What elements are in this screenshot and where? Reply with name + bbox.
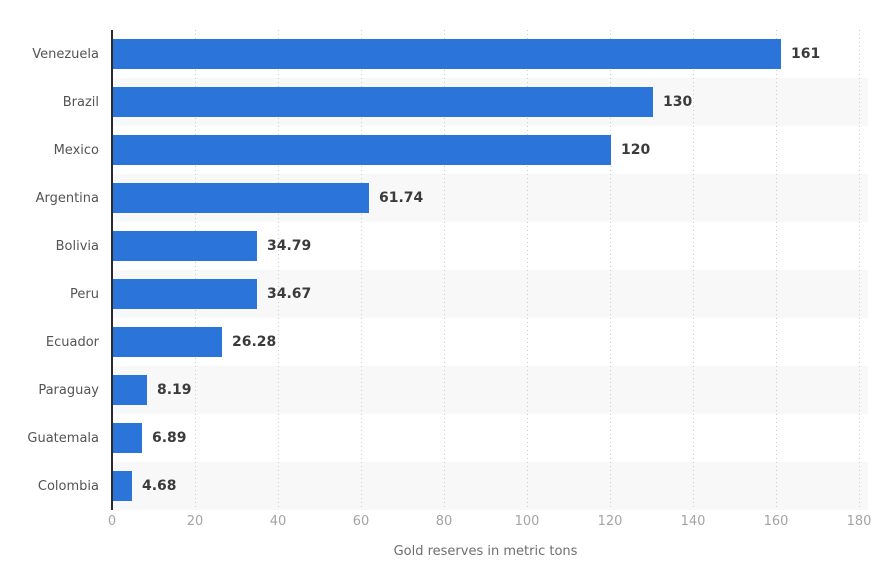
value-label-mexico: 120: [621, 142, 651, 158]
x-tick-label-140: 140: [680, 514, 706, 529]
value-label-peru: 34.67: [267, 286, 312, 302]
bar-venezuela: [113, 39, 781, 69]
bar-ecuador: [113, 327, 222, 357]
gridline-160: [776, 30, 777, 510]
gridline-20: [195, 30, 196, 510]
category-label-bolivia: Bolivia: [55, 238, 99, 254]
bar-paraguay: [113, 375, 147, 405]
gridline-40: [278, 30, 279, 510]
row-stripe: [112, 366, 868, 414]
category-label-paraguay: Paraguay: [38, 382, 99, 398]
bar-argentina: [113, 183, 369, 213]
bar-brazil: [113, 87, 653, 117]
value-label-ecuador: 26.28: [232, 334, 277, 350]
gridline-100: [527, 30, 528, 510]
category-label-argentina: Argentina: [35, 190, 99, 206]
value-label-colombia: 4.68: [142, 478, 177, 494]
gridline-120: [610, 30, 611, 510]
gridline-80: [444, 30, 445, 510]
x-tick-label-20: 20: [186, 514, 204, 529]
x-tick-label-0: 0: [107, 514, 117, 529]
category-label-guatemala: Guatemala: [27, 430, 99, 446]
x-tick-label-80: 80: [435, 514, 453, 529]
value-label-brazil: 130: [663, 94, 693, 110]
value-label-venezuela: 161: [791, 46, 821, 62]
value-label-argentina: 61.74: [379, 190, 424, 206]
category-label-ecuador: Ecuador: [45, 334, 99, 350]
gridline-180: [859, 30, 860, 510]
category-label-peru: Peru: [70, 286, 99, 302]
bar-bolivia: [113, 231, 257, 261]
x-tick-label-120: 120: [597, 514, 623, 529]
bar-colombia: [113, 471, 132, 501]
x-axis-title: Gold reserves in metric tons: [393, 544, 578, 559]
bar-mexico: [113, 135, 611, 165]
x-tick-label-40: 40: [269, 514, 287, 529]
category-label-mexico: Mexico: [53, 142, 99, 158]
value-label-bolivia: 34.79: [267, 238, 312, 254]
x-tick-label-60: 60: [352, 514, 370, 529]
value-label-paraguay: 8.19: [157, 382, 192, 398]
gridline-60: [361, 30, 362, 510]
category-label-brazil: Brazil: [62, 94, 99, 110]
category-label-venezuela: Venezuela: [32, 46, 99, 62]
value-label-guatemala: 6.89: [152, 430, 187, 446]
row-stripe: [112, 462, 868, 510]
x-tick-label-160: 160: [763, 514, 789, 529]
category-label-colombia: Colombia: [37, 478, 99, 494]
x-tick-label-100: 100: [514, 514, 540, 529]
gridline-140: [693, 30, 694, 510]
bar-peru: [113, 279, 257, 309]
y-axis-line: [111, 30, 113, 510]
x-tick-label-180: 180: [846, 514, 872, 529]
bar-guatemala: [113, 423, 142, 453]
